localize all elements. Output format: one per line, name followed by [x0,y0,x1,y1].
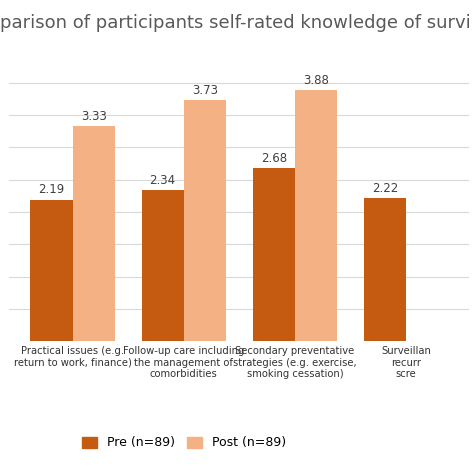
Bar [253,168,295,341]
Bar [30,200,73,341]
Text: 3.33: 3.33 [81,110,107,123]
Text: 2.22: 2.22 [372,182,398,194]
Bar [295,91,337,341]
Text: 2.68: 2.68 [261,152,287,165]
Bar [184,100,226,341]
Bar [364,198,406,341]
Text: 3.88: 3.88 [303,74,329,87]
Text: 2.34: 2.34 [150,174,176,187]
Text: parison of participants self-rated knowledge of survi: parison of participants self-rated knowl… [0,14,471,32]
Legend: Pre (n=89), Post (n=89): Pre (n=89), Post (n=89) [77,431,292,455]
Bar [142,190,184,341]
Text: 3.73: 3.73 [192,84,218,97]
Text: 2.19: 2.19 [38,183,64,197]
Bar [73,126,115,341]
